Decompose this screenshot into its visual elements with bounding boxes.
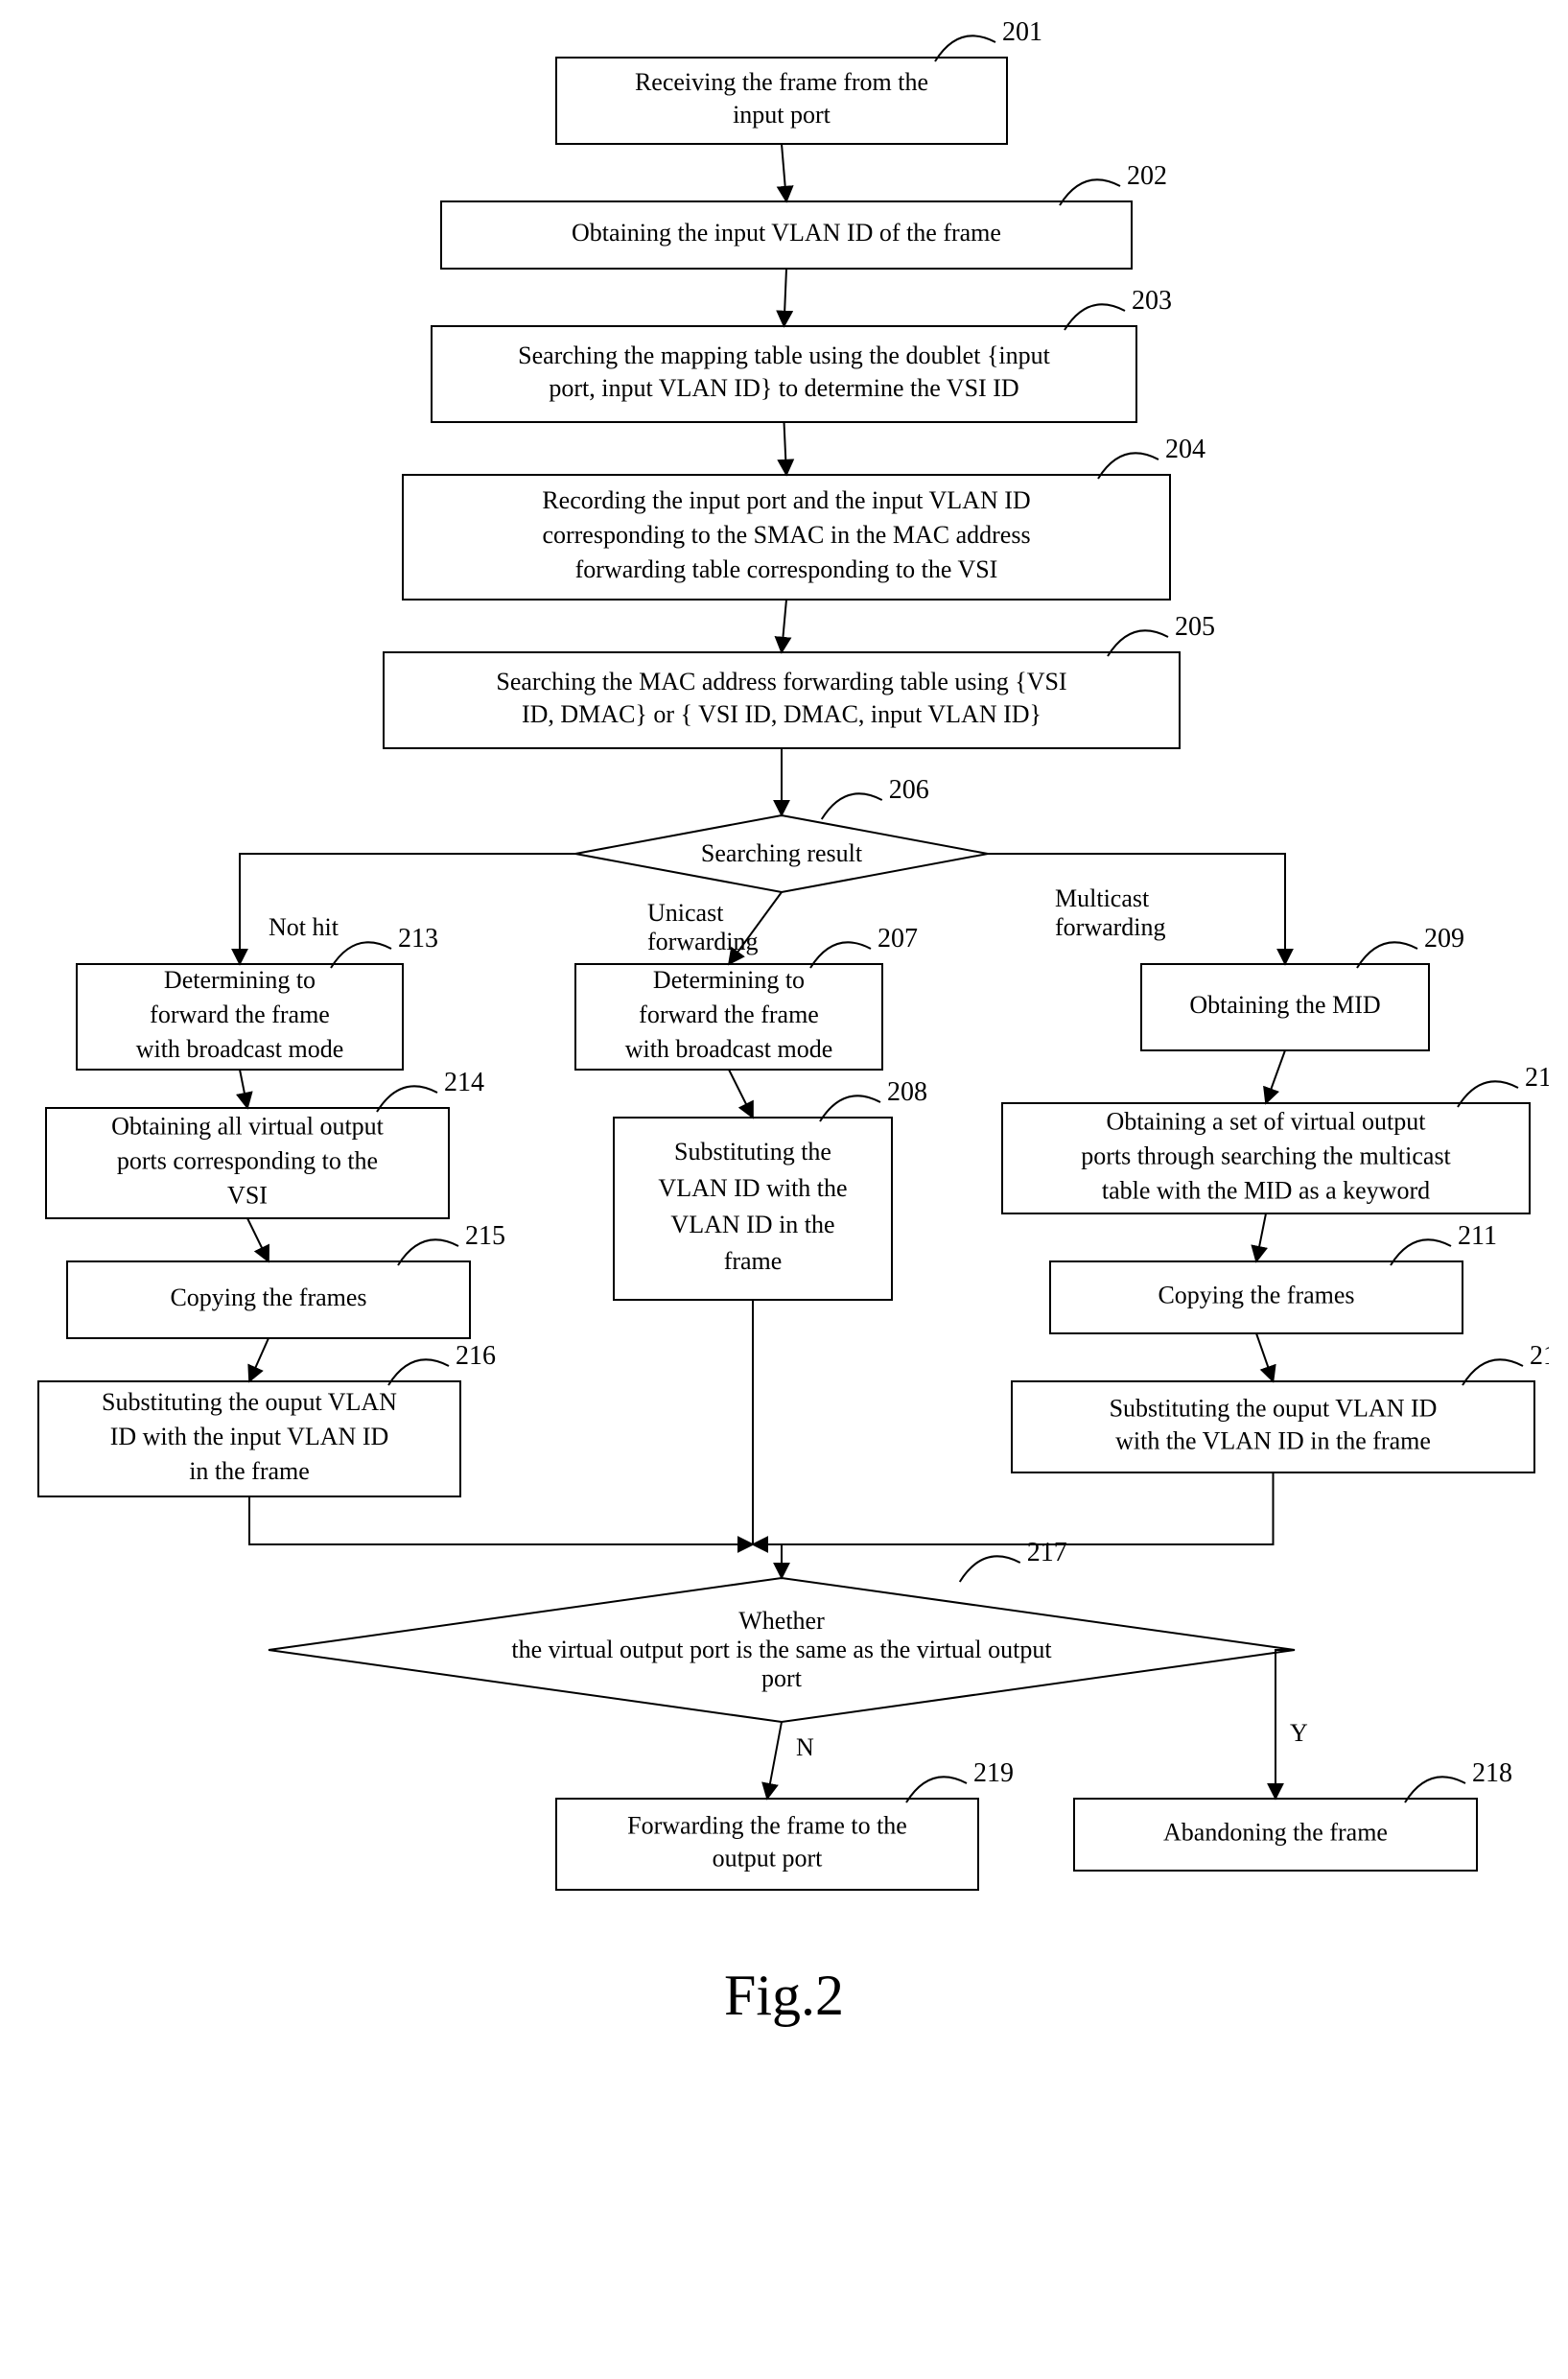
text-n202-0: Obtaining the input VLAN ID of the frame <box>572 219 1001 247</box>
ref-label-n201: 201 <box>1002 19 1042 47</box>
text-n203-0: Searching the mapping table using the do… <box>518 342 1051 369</box>
text-n210-0: Obtaining a set of virtual output <box>1107 1107 1427 1135</box>
figure-label: Fig.2 <box>724 1964 844 2027</box>
edge-211-212 <box>1256 1333 1274 1381</box>
ref-label-n202: 202 <box>1127 161 1167 191</box>
text-n208-2: VLAN ID in the <box>670 1211 834 1238</box>
text-n209-0: Obtaining the MID <box>1189 991 1380 1019</box>
label-multicast-0: Multicast <box>1055 884 1150 912</box>
label-unicast-1: forwarding <box>647 928 759 955</box>
text-n207-1: forward the frame <box>639 1001 819 1028</box>
text-n213-1: forward the frame <box>150 1001 330 1028</box>
text-n207-2: with broadcast mode <box>625 1035 833 1063</box>
text-n207-0: Determining to <box>653 966 805 994</box>
edge-n203-n204 <box>784 422 787 475</box>
text-n210-1: ports through searching the multicast <box>1081 1142 1451 1169</box>
text-n218-0: Abandoning the frame <box>1163 1818 1388 1846</box>
text-n204-1: corresponding to the SMAC in the MAC add… <box>542 521 1030 549</box>
ref-label-n204: 204 <box>1165 435 1205 464</box>
text-n212-0: Substituting the ouput VLAN ID <box>1110 1394 1438 1422</box>
text-n216-1: ID with the input VLAN ID <box>110 1423 389 1450</box>
ref-hook-n206 <box>822 793 882 819</box>
text-n217-0: Whether <box>738 1607 825 1635</box>
ref-label-n215: 215 <box>465 1221 505 1251</box>
label-no: N <box>796 1733 814 1761</box>
ref-label-n205: 205 <box>1175 612 1215 642</box>
ref-label-n206: 206 <box>889 775 929 805</box>
text-n208-1: VLAN ID with the <box>658 1174 847 1202</box>
edge-216-merge <box>249 1496 753 1544</box>
text-n213-0: Determining to <box>164 966 316 994</box>
text-n219-0: Forwarding the frame to the <box>627 1811 907 1839</box>
text-n204-2: forwarding table corresponding to the VS… <box>575 555 998 583</box>
edge-217-219 <box>767 1722 782 1799</box>
ref-label-n203: 203 <box>1132 286 1172 316</box>
text-n212-1: with the VLAN ID in the frame <box>1115 1426 1431 1454</box>
edge-213-214 <box>240 1070 247 1108</box>
edge-215-216 <box>249 1338 269 1381</box>
ref-label-n216: 216 <box>456 1341 496 1371</box>
text-n201-0: Receiving the frame from the <box>635 68 928 96</box>
text-n214-0: Obtaining all virtual output <box>111 1112 385 1140</box>
text-n219-1: output port <box>713 1844 824 1872</box>
ref-label-n208: 208 <box>887 1077 927 1107</box>
text-n217-2: port <box>761 1664 803 1692</box>
edge-n204-n205 <box>782 600 786 652</box>
text-n214-2: VSI <box>227 1181 268 1209</box>
ref-label-n211: 211 <box>1458 1221 1497 1251</box>
text-n206-0: Searching result <box>701 839 863 867</box>
text-n213-2: with broadcast mode <box>136 1035 344 1063</box>
text-n201-1: input port <box>733 101 831 129</box>
label-multicast-1: forwarding <box>1055 913 1166 941</box>
ref-label-n219: 219 <box>973 1758 1014 1788</box>
edge-209-210 <box>1266 1050 1285 1103</box>
ref-hook-n217 <box>960 1556 1020 1582</box>
ref-label-n212: 212 <box>1530 1341 1549 1371</box>
text-n215-0: Copying the frames <box>170 1284 366 1311</box>
edge-212-merge <box>753 1472 1274 1544</box>
label-yes: Y <box>1290 1719 1308 1747</box>
edge-210-211 <box>1256 1213 1266 1261</box>
edge-214-215 <box>247 1218 269 1261</box>
text-n208-3: frame <box>724 1247 783 1275</box>
label-nothit: Not hit <box>269 913 339 941</box>
text-n203-1: port, input VLAN ID} to determine the VS… <box>549 374 1018 402</box>
ref-label-n210: 210 <box>1525 1063 1549 1093</box>
text-n205-0: Searching the MAC address forwarding tab… <box>496 668 1066 695</box>
edge-n202-n203 <box>784 269 787 326</box>
edge-207-208 <box>729 1070 753 1118</box>
edge-n201-n202 <box>782 144 786 201</box>
ref-label-n209: 209 <box>1424 924 1464 954</box>
ref-label-n218: 218 <box>1472 1758 1512 1788</box>
text-n217-1: the virtual output port is the same as t… <box>511 1636 1052 1663</box>
text-n208-0: Substituting the <box>674 1138 831 1166</box>
text-n214-1: ports corresponding to the <box>117 1146 378 1174</box>
ref-label-n213: 213 <box>398 924 438 954</box>
text-n216-2: in the frame <box>189 1457 310 1485</box>
ref-label-n214: 214 <box>444 1068 484 1097</box>
ref-label-n217: 217 <box>1027 1538 1067 1567</box>
text-n216-0: Substituting the ouput VLAN <box>102 1388 397 1416</box>
text-n204-0: Recording the input port and the input V… <box>542 486 1030 514</box>
text-n211-0: Copying the frames <box>1158 1281 1354 1308</box>
label-unicast-0: Unicast <box>647 899 724 927</box>
text-n205-1: ID, DMAC} or { VSI ID, DMAC, input VLAN … <box>522 700 1041 728</box>
ref-label-n207: 207 <box>878 924 918 954</box>
text-n210-2: table with the MID as a keyword <box>1102 1176 1430 1204</box>
